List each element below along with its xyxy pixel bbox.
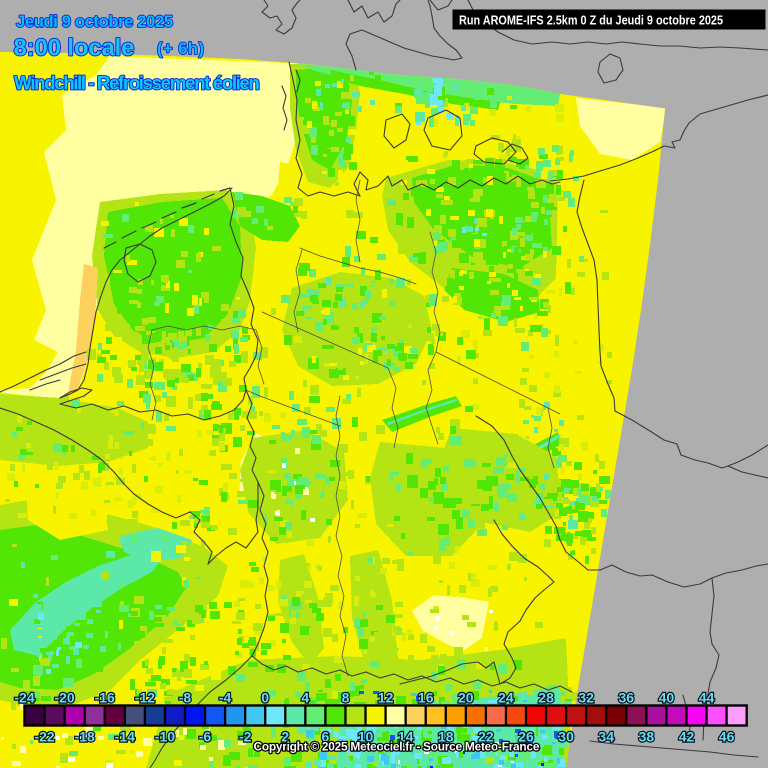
svg-text:18: 18	[438, 729, 454, 745]
svg-text:-14: -14	[115, 729, 135, 745]
svg-text:38: 38	[639, 729, 655, 745]
svg-text:24: 24	[498, 690, 514, 706]
svg-text:-20: -20	[54, 690, 74, 706]
svg-text:6: 6	[322, 729, 330, 745]
svg-text:2: 2	[281, 729, 289, 745]
svg-text:40: 40	[659, 690, 675, 706]
svg-text:-6: -6	[199, 729, 212, 745]
svg-text:42: 42	[679, 729, 695, 745]
svg-text:-10: -10	[155, 729, 175, 745]
svg-text:(+ 6h): (+ 6h)	[157, 40, 204, 58]
svg-text:28: 28	[538, 690, 554, 706]
svg-text:Jeudi 9 octobre 2025: Jeudi 9 octobre 2025	[16, 13, 173, 31]
svg-text:Copyright © 2025 Meteociel.fr: Copyright © 2025 Meteociel.fr - Source M…	[254, 740, 540, 754]
svg-text:16: 16	[418, 690, 434, 706]
svg-text:Windchill - Refroissement éoli: Windchill - Refroissement éolien	[14, 74, 260, 95]
svg-text:44: 44	[699, 690, 715, 706]
svg-text:32: 32	[578, 690, 594, 706]
svg-text:-2: -2	[239, 729, 252, 745]
svg-text:-12: -12	[135, 690, 155, 706]
svg-text:12: 12	[378, 690, 394, 706]
svg-text:Run AROME-IFS 2.5km 0 Z du Jeu: Run AROME-IFS 2.5km 0 Z du Jeudi 9 octob…	[459, 14, 723, 28]
svg-text:46: 46	[719, 729, 735, 745]
svg-text:-4: -4	[219, 690, 232, 706]
svg-text:10: 10	[358, 729, 374, 745]
svg-text:-24: -24	[14, 690, 34, 706]
svg-text:0: 0	[261, 690, 269, 706]
svg-text:20: 20	[458, 690, 474, 706]
svg-text:8:00 locale: 8:00 locale	[14, 35, 135, 62]
svg-text:-18: -18	[75, 729, 95, 745]
svg-text:-22: -22	[34, 729, 54, 745]
svg-text:36: 36	[619, 690, 635, 706]
svg-text:-16: -16	[95, 690, 115, 706]
svg-text:8: 8	[342, 690, 350, 706]
svg-text:14: 14	[398, 729, 414, 745]
svg-text:4: 4	[301, 690, 309, 706]
svg-text:26: 26	[518, 729, 534, 745]
svg-text:30: 30	[558, 729, 574, 745]
svg-text:22: 22	[478, 729, 494, 745]
svg-text:-8: -8	[179, 690, 192, 706]
svg-text:34: 34	[598, 729, 614, 745]
